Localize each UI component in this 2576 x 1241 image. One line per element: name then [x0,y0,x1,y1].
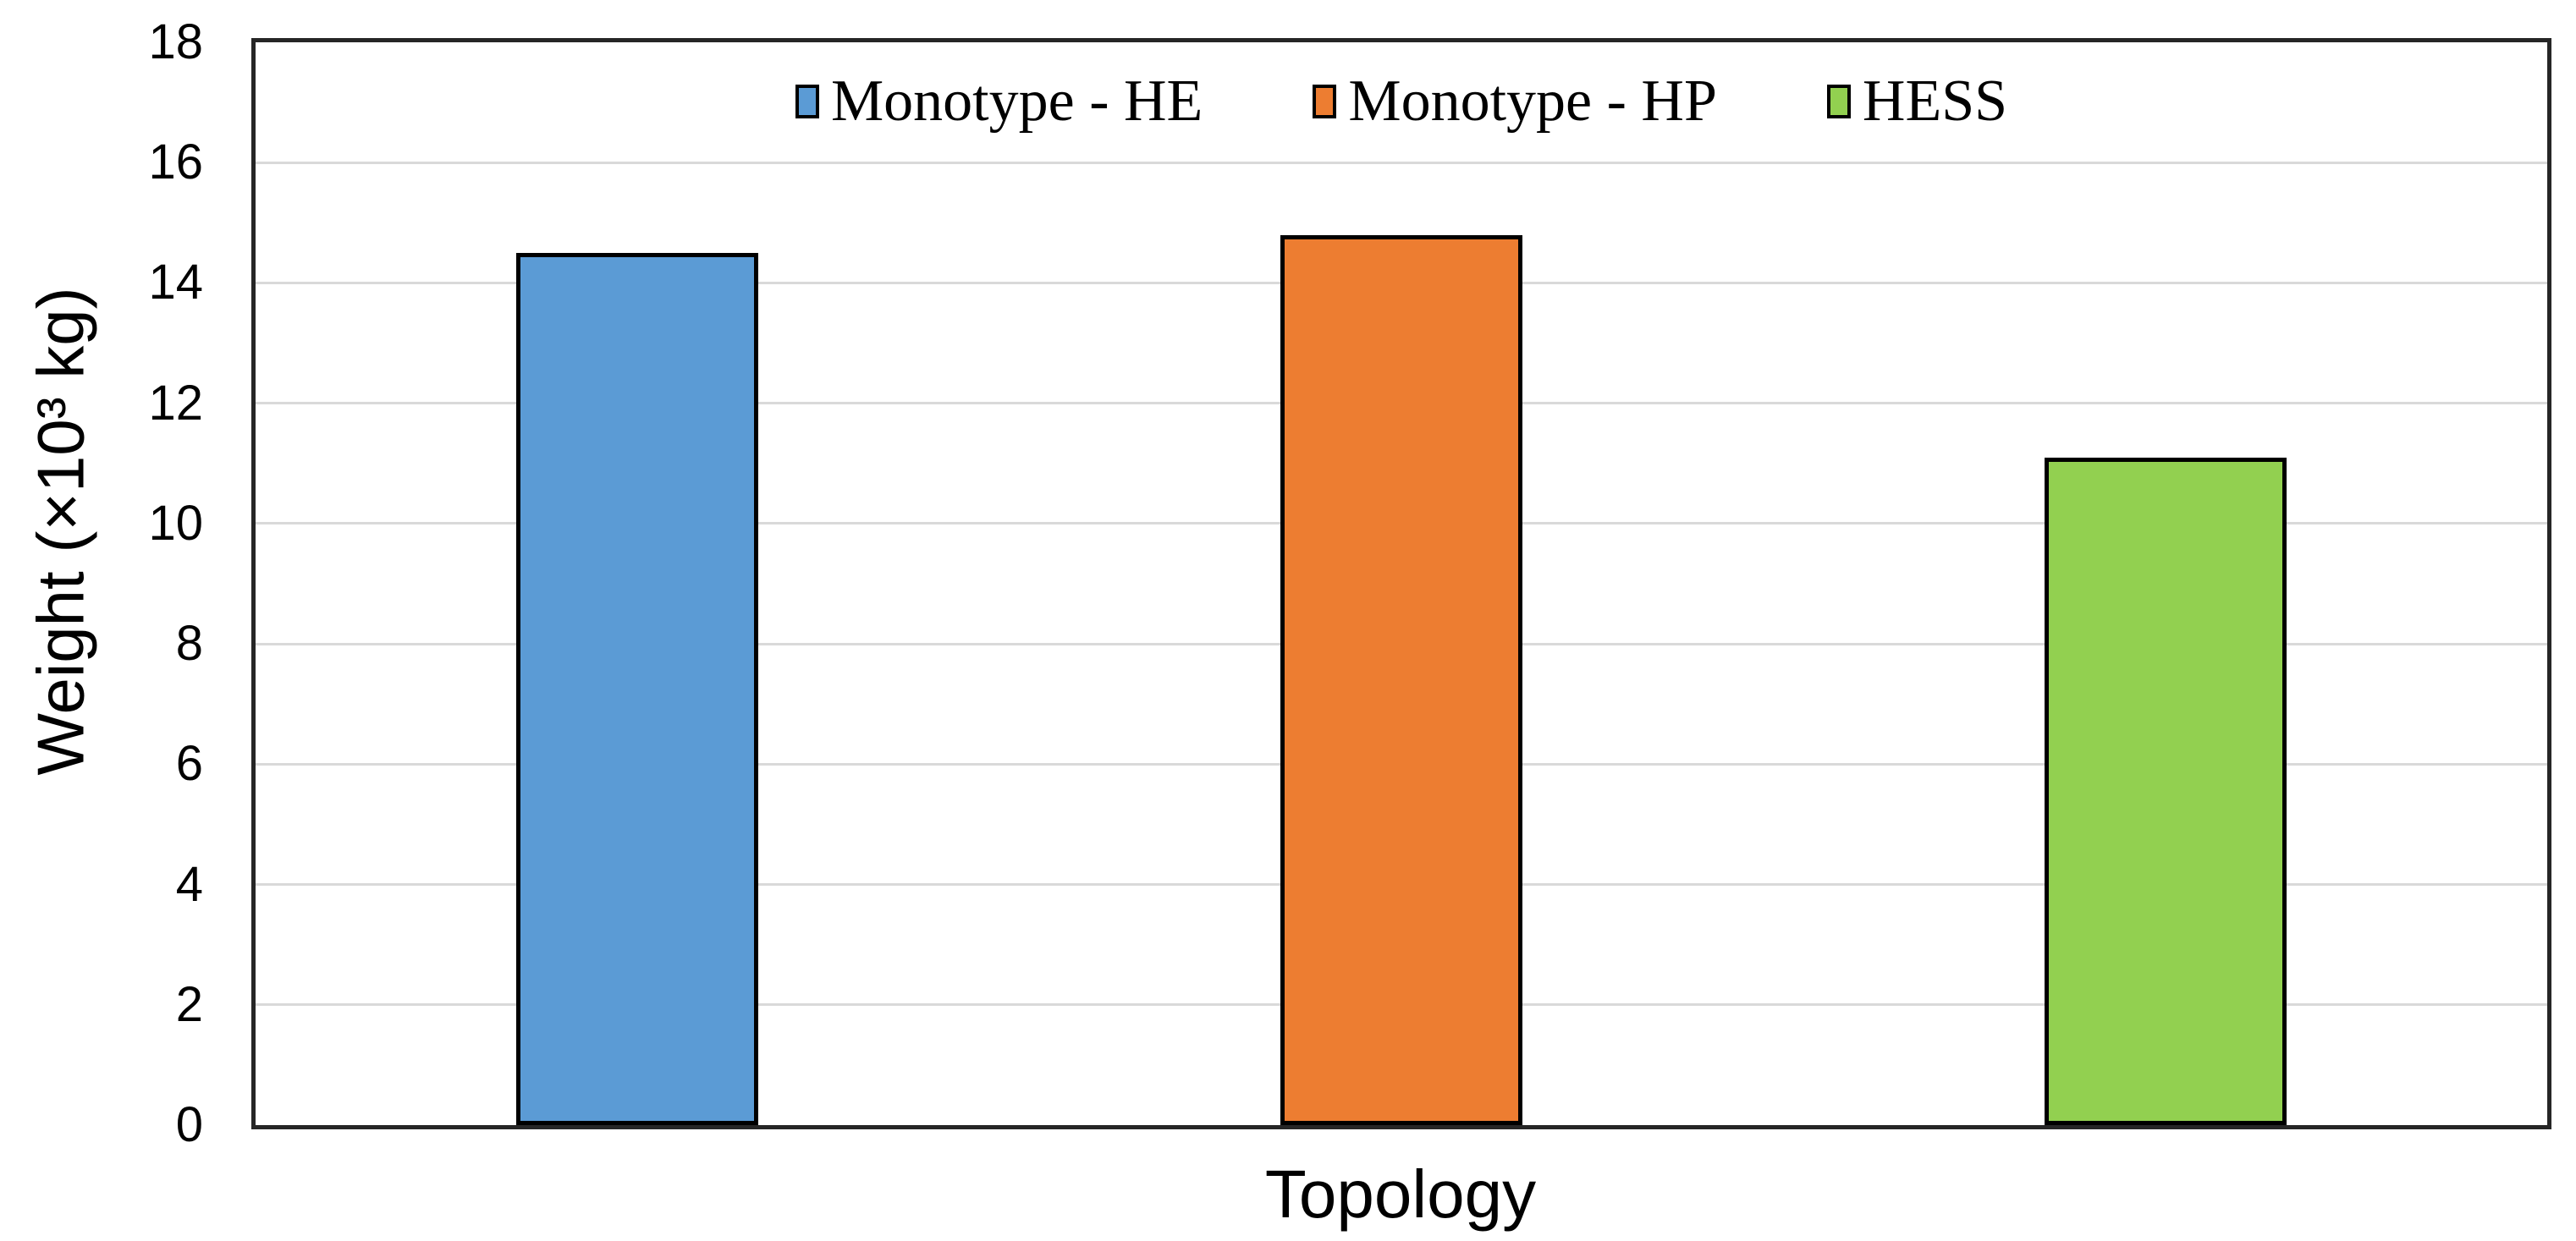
y-tick-label-14: 14 [148,255,203,310]
y-tick-label-4: 4 [175,856,203,912]
legend-item-monotype-hp: Monotype - HP [1313,68,1717,135]
y-tick-label-8: 8 [175,616,203,672]
plot-area: Monotype - HE Monotype - HP HESS [251,38,2551,1129]
x-axis-title: Topology [1264,1156,1537,1232]
bar-monotype-hp [1280,234,1522,1125]
y-tick-label-12: 12 [148,375,203,431]
y-tick-label-2: 2 [175,976,203,1032]
legend-swatch-monotype-hp [1313,85,1337,118]
y-tick-label-18: 18 [148,14,203,69]
y-tick-label-10: 10 [148,495,203,551]
legend: Monotype - HE Monotype - HP HESS [256,68,2547,135]
legend-item-hess: HESS [1826,68,2008,135]
legend-label-hess: HESS [1862,69,2008,134]
legend-item-monotype-he: Monotype - HE [795,68,1203,135]
y-tick-label-6: 6 [175,736,203,792]
y-axis-tick-labels: 0 2 4 6 8 10 12 14 16 18 [0,15,212,1152]
gridline-y-16 [256,161,2547,164]
bar-monotype-he [516,252,759,1125]
bar-hess [2044,457,2287,1125]
legend-swatch-monotype-he [795,85,819,118]
y-tick-label-0: 0 [175,1097,203,1152]
legend-label-monotype-he: Monotype - HE [830,69,1203,134]
y-tick-label-16: 16 [148,135,203,190]
legend-label-monotype-hp: Monotype - HP [1348,69,1717,134]
legend-swatch-hess [1826,85,1851,118]
